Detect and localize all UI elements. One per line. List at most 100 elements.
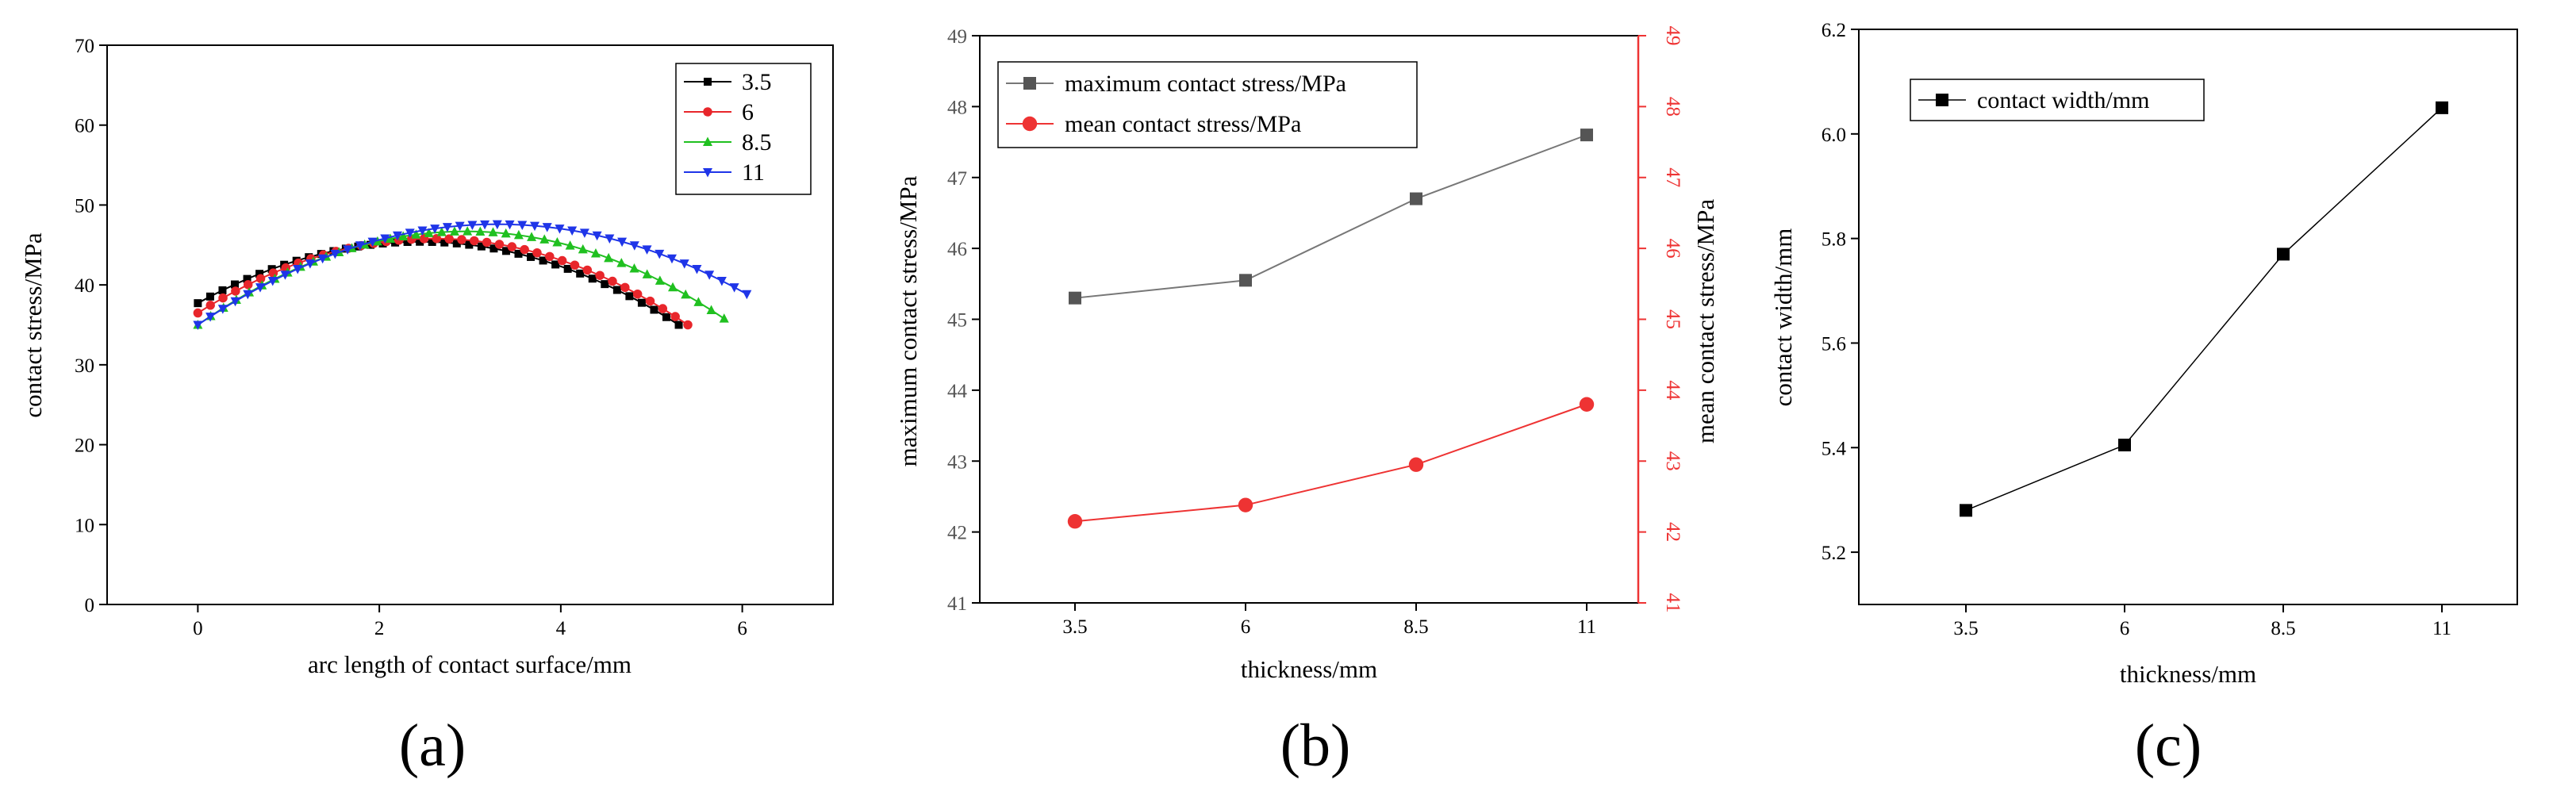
chart-a-data-point <box>582 265 593 275</box>
chart-a-data-point <box>539 234 550 244</box>
chart-a-x-tick-label: 2 <box>374 618 385 639</box>
chart-a-data-point <box>231 286 240 296</box>
chart-a-data-point <box>488 227 498 236</box>
chart-a-data-point <box>405 228 415 238</box>
chart-a-data-point <box>668 282 678 292</box>
chart-a-data-point <box>416 237 424 246</box>
chart-a-data-point <box>612 286 621 294</box>
chart-c-y-tick-label: 5.4 <box>1822 438 1847 459</box>
chart-b-data-point <box>1067 514 1083 529</box>
chart-a-data-point <box>670 312 680 321</box>
chart-b-legend-marker <box>1022 116 1038 132</box>
chart-b-x-tick-label: 6 <box>1241 616 1251 638</box>
chart-a-data-point <box>527 232 537 241</box>
chart-a-data-point <box>532 248 542 258</box>
chart-a-data-point <box>716 276 727 286</box>
panel-label-c: (c) <box>2135 712 2202 779</box>
chart-a-data-point <box>505 220 515 230</box>
chart-a-data-point <box>551 260 560 269</box>
chart-a-series-11 <box>193 220 752 330</box>
chart-b-series-line <box>1074 403 1587 523</box>
chart-c-y-tick-label: 6.2 <box>1822 20 1846 41</box>
chart-a-data-point <box>514 249 523 258</box>
chart-a-data-point <box>729 283 739 293</box>
chart-b-y-tick-label: 43 <box>947 451 967 473</box>
chart-a-series-line <box>197 237 689 326</box>
chart-b-legend-label: maximum contact stress/MPa <box>1065 71 1346 97</box>
chart-b-data-point <box>1239 274 1252 287</box>
chart-b-y2-tick-label: 43 <box>1662 451 1683 471</box>
chart-b-y2-tick-label: 45 <box>1662 309 1683 329</box>
chart-a-data-point <box>527 252 536 261</box>
chart-a-x-axis-label: arc length of contact surface/mm <box>308 650 632 678</box>
chart-a-data-point <box>658 304 668 313</box>
chart-a-data-point <box>436 227 447 236</box>
chart-a-data-point <box>629 241 639 251</box>
chart-c: 5.2 5.4 5.6 5.8 6.0 6.2 3.5 6 8.5 11 contact wid… <box>1769 20 2518 779</box>
chart-a-data-point <box>218 286 227 294</box>
chart-a-data-point <box>693 297 704 306</box>
chart-a-data-point <box>567 226 578 236</box>
chart-a-data-point <box>330 249 340 259</box>
chart-c-y-tick-label: 6.0 <box>1822 125 1846 146</box>
chart-a-data-point <box>539 256 547 265</box>
chart-c-series-contact-width <box>1960 101 2448 517</box>
chart-c-data-point <box>2436 101 2448 114</box>
chart-a-data-point <box>489 244 498 253</box>
chart-b-y-tick-label: 49 <box>947 26 967 48</box>
chart-b-data-point <box>1410 192 1422 205</box>
chart-a-data-point <box>704 271 715 280</box>
chart-a-data-point <box>642 269 652 278</box>
chart-a-data-point <box>243 274 251 283</box>
chart-b-legend-box <box>997 61 1418 148</box>
chart-a-legend-label: 3.5 <box>742 69 772 95</box>
chart-c-x-axis-label: thickness/mm <box>2120 660 2256 688</box>
chart-a-data-point <box>411 229 421 239</box>
chart-a-y-tick-label: 30 <box>75 355 94 377</box>
chart-a-legend-label: 11 <box>742 159 765 186</box>
chart-c-series-line <box>1965 107 2443 512</box>
chart-b-y-axis-label: maximum contact stress/MPa <box>894 175 922 466</box>
chart-a-data-point <box>205 313 216 322</box>
chart-c-data-point <box>2277 248 2290 261</box>
chart-a-data-point <box>565 240 575 250</box>
chart-a-y-tick-label: 20 <box>75 436 94 457</box>
chart-a-data-point <box>482 237 492 248</box>
chart-a-data-point <box>205 292 214 301</box>
chart-a-data-point <box>452 239 461 248</box>
chart-a-data-point <box>386 233 396 243</box>
chart-b-x-tick-label: 11 <box>1577 616 1596 638</box>
chart-a-data-point <box>620 282 630 293</box>
chart-a-data-point <box>217 305 228 314</box>
chart-a: 0 10 20 30 40 50 60 70 0 2 4 6 3.5 6 8.5 11 arc lengt… <box>19 36 834 779</box>
chart-b-y-tick-label: 46 <box>947 239 967 260</box>
chart-a-x-tick-label: 6 <box>737 618 747 639</box>
chart-a-data-point <box>432 233 442 244</box>
chart-a-data-point <box>557 255 567 266</box>
chart-a-y-tick-label: 50 <box>75 195 94 217</box>
chart-a-data-point <box>428 237 436 246</box>
chart-a-legend-marker <box>703 168 712 178</box>
chart-a-data-point <box>477 242 486 251</box>
chart-a-legend-marker <box>704 78 712 86</box>
chart-b-data-point <box>1408 457 1424 472</box>
chart-a-data-point <box>417 226 428 236</box>
chart-b-series-line <box>1074 134 1587 299</box>
chart-a-data-point <box>692 265 702 274</box>
chart-a-data-point <box>529 221 539 232</box>
chart-c-x-tick-label: 11 <box>2432 618 2451 639</box>
chart-a-data-point <box>403 238 412 247</box>
chart-a-data-point <box>542 223 552 232</box>
chart-a-data-point <box>317 254 328 264</box>
chart-a-data-point <box>513 229 524 240</box>
chart-a-data-point <box>470 236 479 246</box>
chart-b-legend-label: mean contact stress/MPa <box>1065 111 1301 137</box>
chart-a-data-point <box>616 258 627 267</box>
chart-b-legend-marker <box>1023 77 1036 90</box>
chart-b-y-tick-label: 44 <box>947 381 968 402</box>
chart-a-data-point <box>193 308 203 318</box>
chart-a-data-point <box>440 238 449 247</box>
chart-a-data-point <box>576 269 585 278</box>
chart-a-y-axis-label: contact stress/MPa <box>19 232 47 418</box>
chart-a-data-point <box>605 234 615 244</box>
